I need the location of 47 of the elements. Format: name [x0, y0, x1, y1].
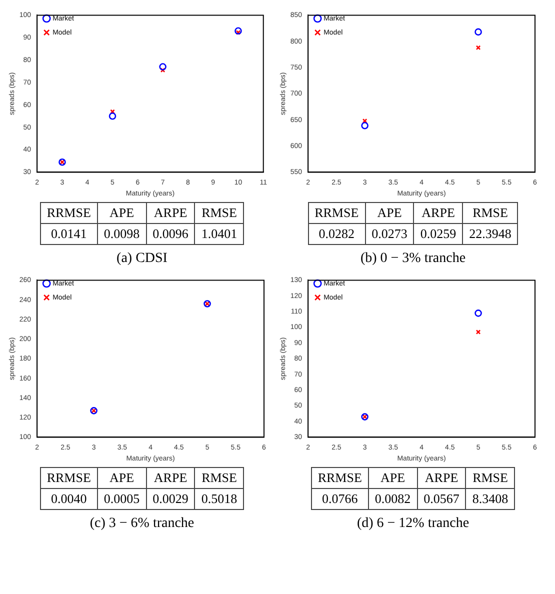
- text: 0.0029: [146, 488, 195, 510]
- point: [474, 310, 482, 317]
- text: APE: [97, 202, 146, 224]
- point: [234, 27, 242, 35]
- text: ARPE: [146, 468, 195, 488]
- text: (b) 0 − 3% tranche: [359, 251, 467, 267]
- text: (d) 6 − 12% tranche: [356, 516, 470, 532]
- text: 0.0082: [368, 488, 418, 510]
- text: 0.0141: [40, 224, 98, 244]
- text: RRMSE: [40, 202, 98, 224]
- text: 22.3948: [462, 224, 518, 244]
- text: RRMSE: [311, 468, 368, 488]
- text: 0.0005: [97, 488, 146, 510]
- text: RMSE: [194, 468, 244, 488]
- text: 8.3408: [466, 488, 515, 510]
- point: [236, 30, 241, 35]
- text: 1.0401: [194, 224, 244, 244]
- point: [476, 330, 481, 334]
- text: RMSE: [462, 202, 518, 224]
- text: ARPE: [417, 468, 466, 488]
- point: [476, 45, 481, 50]
- text: RRMSE: [308, 202, 366, 224]
- text: APE: [368, 468, 418, 488]
- point: [159, 63, 166, 70]
- text: (a) CDSI: [116, 251, 168, 267]
- point: [361, 122, 368, 130]
- text: 0.5018: [194, 488, 244, 510]
- point: [160, 68, 166, 73]
- text: 0.0098: [97, 224, 146, 244]
- text: 0.0259: [414, 224, 463, 244]
- point: [474, 28, 482, 36]
- text: APE: [97, 468, 146, 488]
- text: RRMSE: [40, 468, 98, 488]
- text: 0.0040: [40, 488, 98, 510]
- point: [362, 118, 368, 124]
- text: 0.0567: [417, 488, 466, 510]
- text: ARPE: [414, 202, 463, 224]
- text: 0.0282: [308, 224, 366, 244]
- text: (c) 3 − 6% tranche: [88, 516, 196, 532]
- text: 0.0096: [146, 224, 195, 244]
- text: APE: [365, 202, 414, 224]
- point: [108, 112, 116, 120]
- text: ARPE: [146, 202, 195, 224]
- text: RMSE: [466, 468, 515, 488]
- text: 0.0766: [311, 488, 368, 510]
- text: 0.0273: [365, 224, 414, 244]
- text: RMSE: [194, 202, 244, 224]
